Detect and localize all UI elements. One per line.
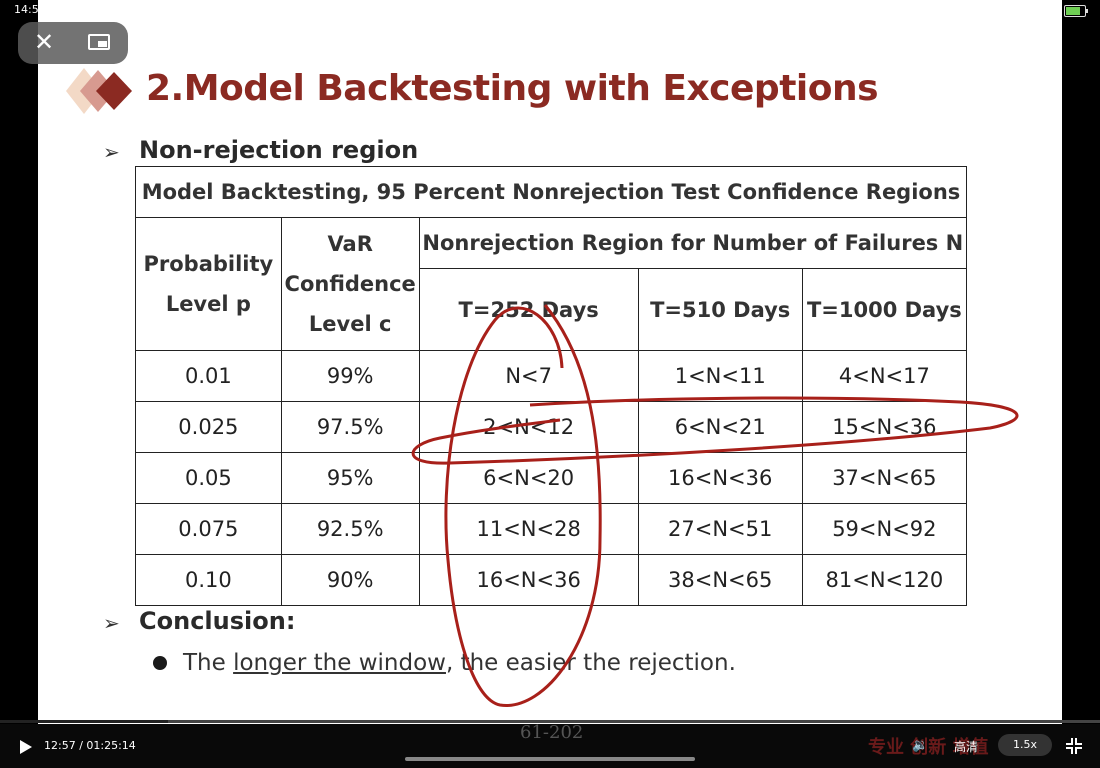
scrubber-handle[interactable] [405, 757, 695, 761]
battery-icon [1064, 5, 1088, 17]
table-caption: Model Backtesting, 95 Percent Nonrejecti… [135, 166, 967, 218]
cell: 38<N<65 [637, 554, 803, 606]
quality-button[interactable]: 高清 [954, 740, 979, 754]
watermark: 专业 创新 增值 [868, 737, 989, 758]
section-heading-nonrejection: Non-rejection region [139, 136, 419, 164]
exit-pip-icon[interactable] [88, 34, 110, 50]
table-row: 0.01 99% N<7 1<N<11 4<N<17 [135, 350, 968, 402]
annotation-circle [444, 304, 602, 707]
progress-fill [0, 720, 168, 723]
header-t510: T=510 Days [637, 268, 803, 351]
cell: 0.05 [135, 452, 282, 504]
conclusion-underlined: longer the window [233, 650, 446, 676]
pip-controls: ✕ [18, 22, 128, 64]
annotation-ellipse [411, 396, 1019, 465]
slide-title: 2.Model Backtesting with Exceptions [146, 68, 879, 109]
cell: 59<N<92 [801, 503, 968, 555]
status-time: 14:5 [14, 3, 39, 16]
conclusion-pre: The [183, 650, 234, 676]
cell: N<7 [418, 350, 639, 402]
volume-icon[interactable]: 🔉 [912, 738, 929, 753]
cell: 16<N<36 [418, 554, 639, 606]
backtesting-table: Model Backtesting, 95 Percent Nonrejecti… [135, 166, 968, 606]
speed-button[interactable]: 1.5x [998, 734, 1052, 756]
cell: 90% [280, 554, 420, 606]
table-row: 0.05 95% 6<N<20 16<N<36 37<N<65 [135, 452, 968, 504]
section-heading-conclusion: Conclusion: [139, 607, 296, 635]
close-icon[interactable]: ✕ [34, 28, 55, 56]
cell: 81<N<120 [801, 554, 968, 606]
fullscreen-icon[interactable] [1066, 738, 1082, 754]
cell: 27<N<51 [637, 503, 803, 555]
conclusion-text: The longer the window, the easier the re… [183, 650, 736, 676]
progress-track[interactable] [0, 720, 1100, 723]
arrow-bullet-icon: ➢ [103, 140, 120, 164]
cell: 1<N<11 [637, 350, 803, 402]
cell: 0.01 [135, 350, 282, 402]
playback-time: 12:57 / 01:25:14 [44, 739, 136, 752]
page-number: 61-202 [520, 722, 584, 743]
cell: 95% [280, 452, 420, 504]
table-row: 0.075 92.5% 11<N<28 27<N<51 59<N<92 [135, 503, 968, 555]
header-t1000: T=1000 Days [801, 268, 968, 351]
slide-logo-icon [66, 68, 132, 114]
table-row: 0.10 90% 16<N<36 38<N<65 81<N<120 [135, 554, 968, 606]
cell: 4<N<17 [801, 350, 968, 402]
header-nonrejection-region: Nonrejection Region for Number of Failur… [418, 217, 968, 269]
cell: 97.5% [280, 401, 420, 453]
conclusion-post: , the easier the rejection. [445, 650, 736, 676]
cell: 0.025 [135, 401, 282, 453]
play-icon[interactable] [20, 740, 32, 754]
cell: 6<N<21 [637, 401, 803, 453]
cell: 37<N<65 [801, 452, 968, 504]
dot-bullet-icon [153, 656, 167, 670]
header-probability: Probability Level p [135, 217, 282, 351]
cell: 0.10 [135, 554, 282, 606]
arrow-bullet-icon: ➢ [103, 611, 120, 635]
